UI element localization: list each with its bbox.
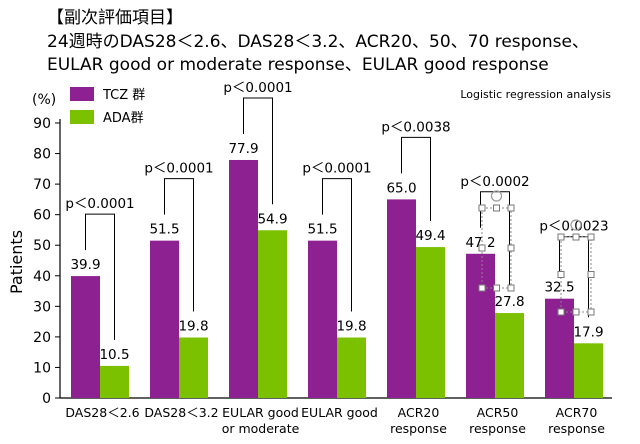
acr70-selection-handle (572, 233, 580, 241)
acr50-selection-handle (493, 204, 500, 212)
data-label: 54.9 (257, 211, 287, 227)
bar (258, 230, 287, 398)
acr70-selection-handle (587, 271, 595, 278)
acr70-selection-rotate-handle (570, 219, 582, 231)
chart-note: Logistic regression analysis (460, 88, 611, 101)
significance-bracket (243, 97, 273, 205)
data-label: 65.0 (386, 180, 416, 196)
header-bracket-title: 【副次評価項目】 (47, 8, 183, 28)
category-label: or moderate (222, 421, 300, 436)
y-tick-label: 60 (33, 208, 51, 224)
data-label: 47.2 (465, 235, 495, 251)
bar (574, 343, 603, 398)
acr50-selection-handle (493, 284, 500, 292)
data-label: 27.8 (494, 294, 524, 310)
category-label: DAS28＜2.6 (65, 405, 139, 420)
data-label: 39.9 (70, 257, 100, 273)
acr50-selection-handle (507, 244, 515, 252)
category-label: EULAR good (301, 405, 378, 420)
category-label: response (548, 421, 605, 436)
y-tick-label: 0 (42, 391, 51, 407)
p-value-label: p＜0.0038 (381, 119, 450, 135)
acr50-selection-handle (507, 204, 515, 212)
y-tick-label: 10 (33, 360, 51, 376)
bar (100, 365, 129, 398)
acr50-selection-handle (478, 204, 486, 212)
p-value-label: p＜0.0001 (223, 80, 292, 96)
bar (308, 240, 337, 398)
y-axis-title: Patients (7, 230, 26, 294)
data-label: 49.4 (415, 228, 445, 244)
significance-bracket (322, 178, 352, 312)
y-tick-label: 80 (33, 147, 51, 163)
acr70-selection-handle (587, 308, 595, 316)
bar (337, 337, 366, 398)
data-label: 32.5 (544, 280, 574, 296)
bar (71, 276, 100, 398)
data-label: 51.5 (149, 222, 179, 238)
data-label: 77.9 (228, 141, 258, 157)
y-tick-label: 70 (33, 177, 51, 193)
data-label: 10.5 (99, 347, 129, 363)
significance-bracket (85, 213, 115, 340)
bar (466, 253, 495, 398)
p-value-label: p＜0.0001 (144, 161, 213, 177)
category-label: response (469, 421, 526, 436)
legend-swatch (70, 110, 94, 124)
acr70-selection-handle (557, 308, 565, 316)
bar (495, 313, 524, 398)
data-label: 19.8 (178, 319, 208, 335)
bar (387, 199, 416, 398)
data-label: 17.9 (573, 324, 603, 340)
significance-bracket (164, 178, 194, 312)
acr70-selection-handle (572, 308, 580, 316)
y-tick-label: 40 (33, 269, 51, 285)
category-label: DAS28＜3.2 (144, 405, 218, 420)
acr70-selection-handle (587, 233, 595, 241)
bar (179, 337, 208, 398)
p-value-label: p＜0.0001 (65, 196, 134, 212)
data-label: 19.8 (336, 319, 366, 335)
category-label: response (390, 421, 447, 436)
legend-label: ADA群 (103, 111, 144, 126)
y-unit-label: (%) (32, 92, 56, 108)
category-label: ACR20 (398, 405, 440, 420)
header-line-2: EULAR good or moderate response、EULAR go… (47, 55, 549, 75)
significance-bracket (401, 136, 431, 222)
header-line-1: 24週時のDAS28＜2.6、DAS28＜3.2、ACR20、50、70 res… (47, 32, 589, 52)
p-value-label: p＜0.0001 (302, 161, 371, 177)
acr50-selection-handle (478, 244, 486, 252)
category-label: ACR70 (556, 405, 598, 420)
y-tick-label: 90 (33, 116, 51, 132)
category-label: ACR50 (477, 405, 519, 420)
acr70-selection-handle (557, 233, 565, 241)
category-label: EULAR good (222, 405, 299, 420)
data-label: 51.5 (307, 222, 337, 238)
bar (229, 159, 258, 398)
y-tick-label: 50 (33, 238, 51, 254)
p-value-label: p＜0.0023 (539, 219, 608, 235)
legend-label: TCZ 群 (102, 88, 145, 103)
bar (416, 247, 445, 398)
p-value-label: p＜0.0002 (460, 174, 529, 190)
acr50-selection-rotate-handle (490, 190, 503, 202)
y-tick-label: 20 (33, 330, 51, 346)
acr50-selection-handle (507, 284, 515, 292)
y-tick-label: 30 (33, 299, 51, 315)
legend-swatch (70, 87, 94, 101)
bar (150, 240, 179, 398)
acr70-selection-handle (557, 271, 565, 278)
acr50-selection-handle (478, 284, 486, 292)
